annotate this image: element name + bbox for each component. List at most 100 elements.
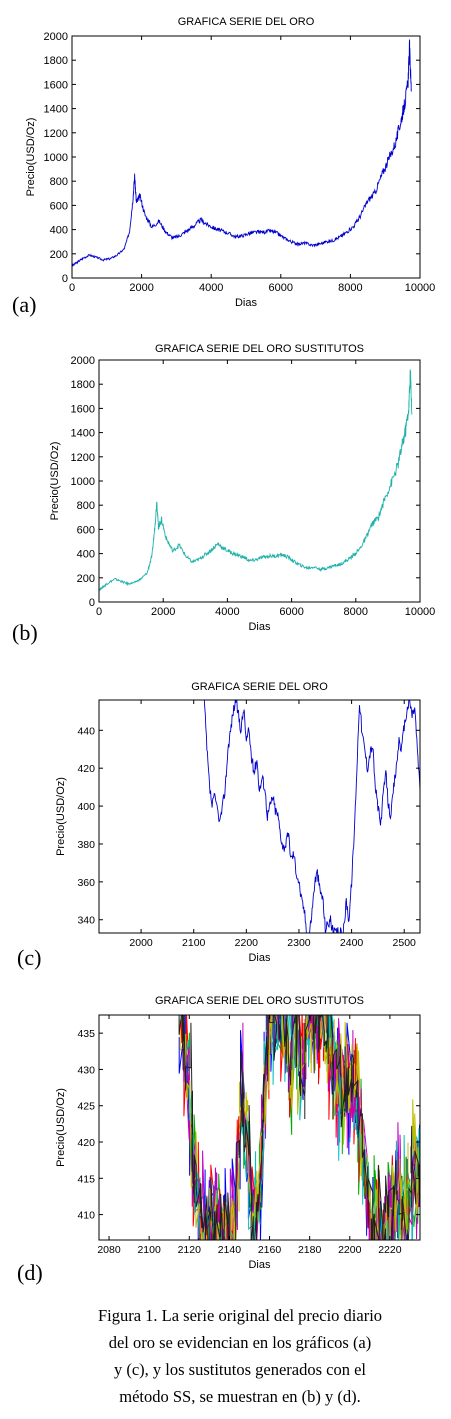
panel-label-a: (a): [12, 292, 37, 317]
y-tick-label: 420: [77, 1137, 95, 1149]
y-tick-label: 600: [77, 524, 95, 536]
y-tick-label: 1400: [71, 428, 95, 440]
y-tick-label: 200: [50, 249, 68, 261]
y-tick-label: 2000: [44, 31, 68, 43]
x-axis-label: Dias: [248, 952, 271, 964]
y-tick-label: 2000: [71, 355, 95, 367]
x-tick-label: 10000: [405, 606, 436, 618]
x-tick-label: 6000: [279, 606, 303, 618]
y-tick-label: 800: [77, 500, 95, 512]
series-line: [72, 39, 412, 267]
substitute-series-line: [180, 1015, 420, 1240]
y-tick-label: 380: [77, 839, 95, 851]
plot-area: [203, 700, 420, 933]
plot-area: [178, 1015, 420, 1240]
axes-frame: [98, 1014, 421, 1241]
chart-title: GRAFICA SERIE DEL ORO: [178, 16, 315, 28]
y-tick-label: 430: [77, 1064, 95, 1076]
x-tick-label: 2180: [298, 1244, 322, 1256]
x-tick-label: 2400: [340, 937, 364, 949]
y-tick-label: 0: [62, 273, 68, 285]
y-tick-label: 425: [77, 1101, 95, 1113]
axes-frame: [98, 359, 421, 603]
caption-line: Figura 1. La serie original del precio d…: [97, 1306, 383, 1325]
x-tick-label: 2000: [129, 937, 153, 949]
x-tick-label: 2200: [235, 937, 259, 949]
y-tick-label: 1000: [44, 152, 68, 164]
axes-frame: [98, 699, 421, 934]
x-tick-label: 2500: [393, 937, 417, 949]
y-tick-label: 0: [89, 597, 95, 609]
x-tick-label: 2140: [218, 1244, 242, 1256]
x-tick-label: 2000: [151, 606, 175, 618]
x-tick-label: 2220: [378, 1244, 402, 1256]
y-tick-label: 1400: [44, 104, 68, 116]
substitute-series-line: [181, 1015, 420, 1240]
chart-title: GRAFICA SERIE DEL ORO SUSTITUTOS: [155, 343, 364, 355]
x-tick-label: 2300: [287, 937, 311, 949]
x-tick-label: 0: [96, 606, 102, 618]
y-axis-label: Precio(USD/Oz): [55, 1088, 67, 1167]
y-tick-label: 1800: [71, 379, 95, 391]
x-axis-label: Dias: [248, 621, 271, 633]
x-tick-label: 2200: [338, 1244, 362, 1256]
x-tick-label: 8000: [344, 606, 368, 618]
y-tick-label: 1200: [44, 128, 68, 140]
y-tick-label: 440: [77, 725, 95, 737]
chart-d: GRAFICA SERIE DEL ORO SUSTITUTOS 2080 2100…: [55, 995, 421, 1271]
x-tick-label: 4000: [199, 282, 223, 294]
substitute-series-line: [178, 1015, 420, 1240]
chart-c: GRAFICA SERIE DEL ORO 2000 2100 2200 2300 240…: [55, 681, 421, 964]
x-tick-label: 8000: [338, 282, 362, 294]
y-tick-label: 420: [77, 763, 95, 775]
plot-area: [72, 39, 412, 267]
panel-d: GRAFICA SERIE DEL ORO SUSTITUTOS 2080 2100…: [0, 990, 451, 1295]
y-tick-label: 200: [77, 573, 95, 585]
y-tick-label: 360: [77, 877, 95, 889]
x-tick-label: 2000: [129, 282, 153, 294]
x-tick-label: 6000: [269, 282, 293, 294]
x-axis-label: Dias: [248, 1259, 271, 1271]
y-tick-label: 1600: [44, 79, 68, 91]
panel-c: GRAFICA SERIE DEL ORO 2000 2100 2200 2300 240…: [0, 670, 451, 990]
y-tick-label: 600: [50, 200, 68, 212]
x-tick-label: 2100: [182, 937, 206, 949]
caption-line: del oro se evidencian en los gráficos (a…: [108, 1333, 372, 1352]
axes-frame: [71, 35, 421, 279]
panel-label-d: (d): [17, 1260, 43, 1285]
figure-caption: Figura 1. La serie original del precio d…: [40, 1302, 440, 1410]
y-axis-label: Precio(USD/Oz): [55, 777, 67, 856]
x-tick-label: 2080: [97, 1244, 121, 1256]
y-tick-label: 400: [77, 549, 95, 561]
x-axis-label: Dias: [235, 297, 258, 309]
x-tick-label: 0: [69, 282, 75, 294]
y-tick-label: 415: [77, 1173, 95, 1185]
y-tick-label: 1600: [71, 403, 95, 415]
chart-title: GRAFICA SERIE DEL ORO SUSTITUTOS: [155, 995, 364, 1007]
y-tick-label: 400: [50, 225, 68, 237]
series-line: [203, 700, 420, 933]
panel-b: GRAFICA SERIE DEL ORO SUSTITUTOS 0 2000 400…: [0, 330, 451, 660]
y-axis-label: Precio(USD/Oz): [25, 118, 37, 197]
y-tick-label: 1000: [71, 476, 95, 488]
y-tick-label: 410: [77, 1210, 95, 1222]
y-tick-label: 400: [77, 801, 95, 813]
panel-label-b: (b): [12, 620, 38, 645]
x-tick-label: 2120: [178, 1244, 202, 1256]
y-tick-label: 800: [50, 176, 68, 188]
chart-title: GRAFICA SERIE DEL ORO: [191, 681, 328, 693]
x-tick-label: 2100: [137, 1244, 161, 1256]
y-tick-label: 1800: [44, 55, 68, 67]
substitute-series-line: [182, 1015, 419, 1240]
y-axis-label: Precio(USD/Oz): [49, 442, 61, 521]
plot-area: [99, 369, 413, 592]
y-tick-label: 340: [77, 915, 95, 927]
series-line: [99, 369, 413, 592]
y-tick-label: 435: [77, 1028, 95, 1040]
x-tick-label: 4000: [215, 606, 239, 618]
panel-label-c: (c): [17, 945, 42, 970]
y-tick-label: 1200: [71, 452, 95, 464]
x-tick-label: 10000: [405, 282, 436, 294]
